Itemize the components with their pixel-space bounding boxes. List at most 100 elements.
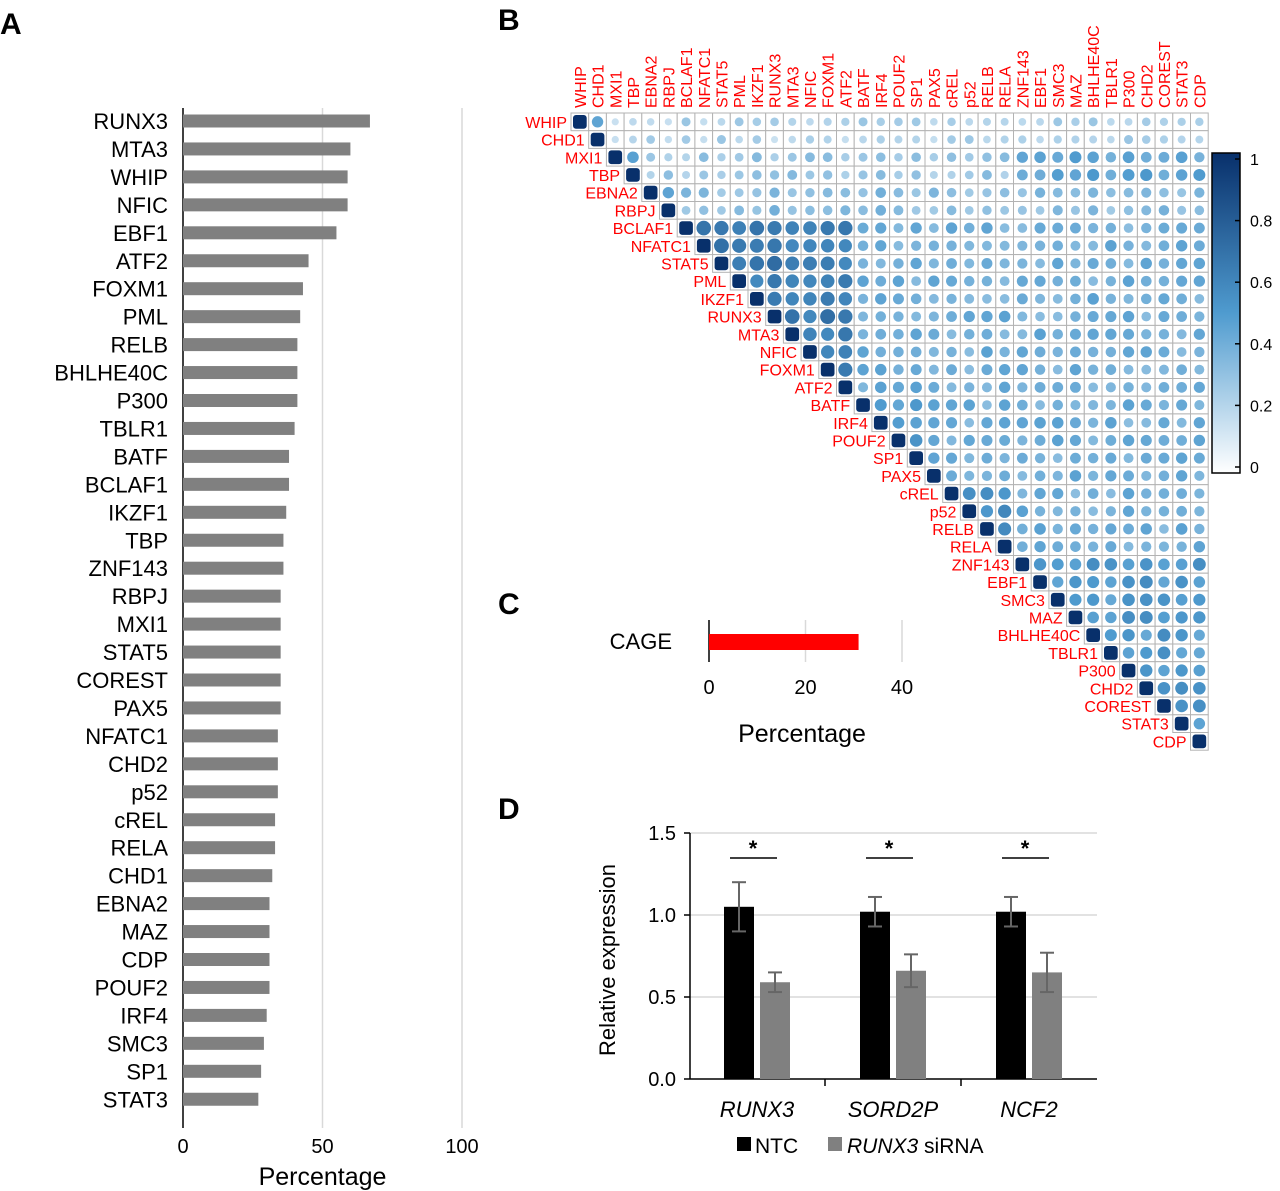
b-column-label: MAZ <box>1068 74 1085 108</box>
b-diagonal-mark <box>714 256 729 271</box>
b-row-label: P300 <box>1078 664 1115 681</box>
b-circle <box>981 417 993 429</box>
b-circle <box>964 293 975 304</box>
b-circle <box>980 487 994 500</box>
b-circle <box>892 275 905 287</box>
panel-label-c: C <box>498 588 520 621</box>
b-circle <box>1017 205 1027 215</box>
b-circle <box>981 222 993 234</box>
b-diagonal-mark <box>590 132 605 147</box>
b-circle <box>1141 222 1152 234</box>
b-circle <box>857 275 869 287</box>
b-circle <box>1158 275 1170 287</box>
b-circle <box>698 187 709 198</box>
b-column-label: ATF2 <box>838 70 855 108</box>
b-circle <box>910 381 922 394</box>
b-diagonal-mark <box>732 274 746 288</box>
a-bar <box>183 757 278 771</box>
b-circle <box>732 221 747 235</box>
b-circle <box>1176 364 1187 375</box>
b-circle <box>1087 293 1099 305</box>
b-circle <box>1034 240 1046 251</box>
a-category-label: STAT5 <box>103 640 168 665</box>
b-circle <box>1158 293 1170 305</box>
b-circle <box>1033 558 1047 571</box>
b-circle <box>769 170 780 180</box>
b-circle <box>1123 470 1134 482</box>
b-circle <box>1158 205 1170 216</box>
b-circle <box>1107 135 1115 144</box>
panel-label-b: B <box>498 4 520 37</box>
b-circle <box>1124 117 1133 126</box>
b-circle <box>999 294 1010 304</box>
b-diagonal-mark <box>1139 681 1154 696</box>
b-circle <box>1087 257 1099 269</box>
a-x-tick-label: 50 <box>311 1136 333 1158</box>
b-circle <box>1105 364 1117 375</box>
b-circle <box>1140 629 1152 641</box>
a-category-label: CHD1 <box>108 864 168 889</box>
b-circle <box>998 381 1011 394</box>
b-diagonal-mark <box>767 309 782 324</box>
a-bar <box>183 366 298 380</box>
b-circle <box>1069 470 1082 482</box>
a-x-tick-label: 0 <box>177 1136 188 1158</box>
b-circle <box>928 364 939 375</box>
b-column-label: ZNF143 <box>1015 50 1032 108</box>
b-circle <box>1158 240 1170 252</box>
a-category-label: ATF2 <box>116 249 168 274</box>
d-category-label: SORD2P <box>848 1097 939 1122</box>
b-circle <box>999 329 1010 340</box>
b-circle <box>1141 135 1151 144</box>
a-bar <box>183 589 281 603</box>
b-circle <box>1034 540 1046 553</box>
b-circle <box>806 118 814 126</box>
b-column-label: FOXM1 <box>821 53 838 108</box>
b-circle <box>611 118 619 126</box>
b-circle <box>946 187 957 198</box>
b-circle <box>1088 276 1099 287</box>
b-circle <box>981 275 993 287</box>
b-circle <box>803 327 817 342</box>
b-circle <box>875 170 886 180</box>
b-circle <box>1193 417 1205 429</box>
b-circle <box>1087 576 1100 589</box>
b-circle <box>998 522 1012 536</box>
b-column-label: p52 <box>962 81 979 108</box>
b-circle <box>841 135 849 144</box>
b-circle <box>716 135 726 145</box>
b-circle <box>911 205 921 215</box>
b-circle <box>838 309 853 324</box>
c-x-tick-label: 40 <box>891 677 913 699</box>
b-circle <box>1122 169 1135 181</box>
b-circle <box>1157 646 1171 660</box>
b-circle <box>1087 346 1099 358</box>
a-bar <box>183 114 370 128</box>
b-circle <box>1052 487 1064 500</box>
b-circle <box>838 256 852 271</box>
b-circle <box>964 258 975 269</box>
b-circle <box>930 118 938 126</box>
b-circle <box>1140 275 1152 287</box>
b-circle <box>1016 293 1028 305</box>
b-circle <box>946 258 957 269</box>
b-circle <box>1017 488 1028 499</box>
b-circle <box>928 346 939 357</box>
b-column-label: CHD1 <box>591 64 608 108</box>
a-bar <box>183 477 290 491</box>
b-circle <box>1176 275 1188 287</box>
b-circle <box>1070 275 1081 287</box>
d-legend-swatch-sirna <box>828 1137 842 1151</box>
b-circle <box>767 255 783 271</box>
b-circle <box>1000 117 1009 126</box>
b-circle <box>1070 452 1081 464</box>
b-column-label: BATF <box>856 68 873 108</box>
b-row-label: CHD2 <box>1090 681 1134 698</box>
b-circle <box>1158 541 1170 552</box>
b-circle <box>981 328 993 340</box>
b-circle <box>998 417 1011 429</box>
b-circle <box>1140 346 1152 358</box>
b-circle <box>1193 222 1205 234</box>
b-circle <box>1016 505 1029 518</box>
b-circle <box>1052 240 1064 252</box>
